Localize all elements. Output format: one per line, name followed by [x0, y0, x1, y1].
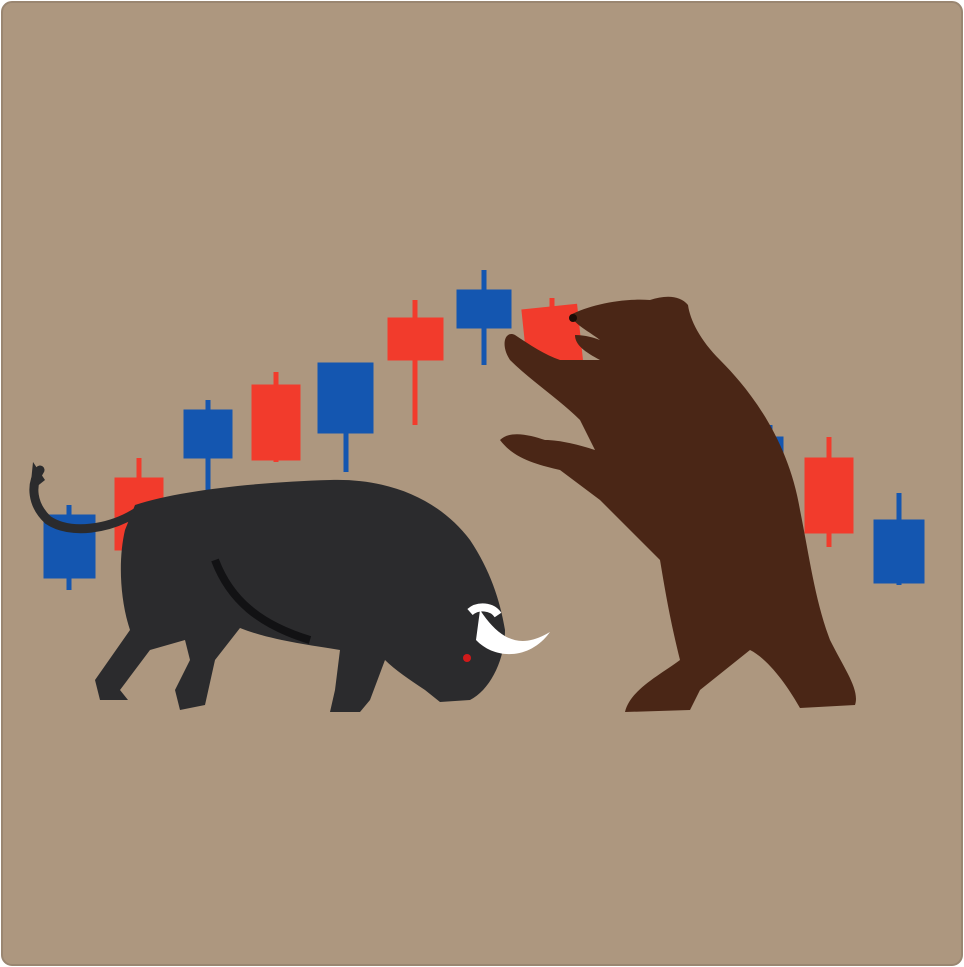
bull [29, 462, 550, 712]
bear [500, 296, 856, 712]
candle-red [387, 300, 444, 425]
candle-red [251, 372, 301, 462]
candle-red [804, 437, 854, 547]
candle-blue [317, 362, 374, 472]
candle-blue [183, 400, 233, 495]
candle-blue [873, 493, 925, 585]
candle-blue [456, 270, 512, 365]
